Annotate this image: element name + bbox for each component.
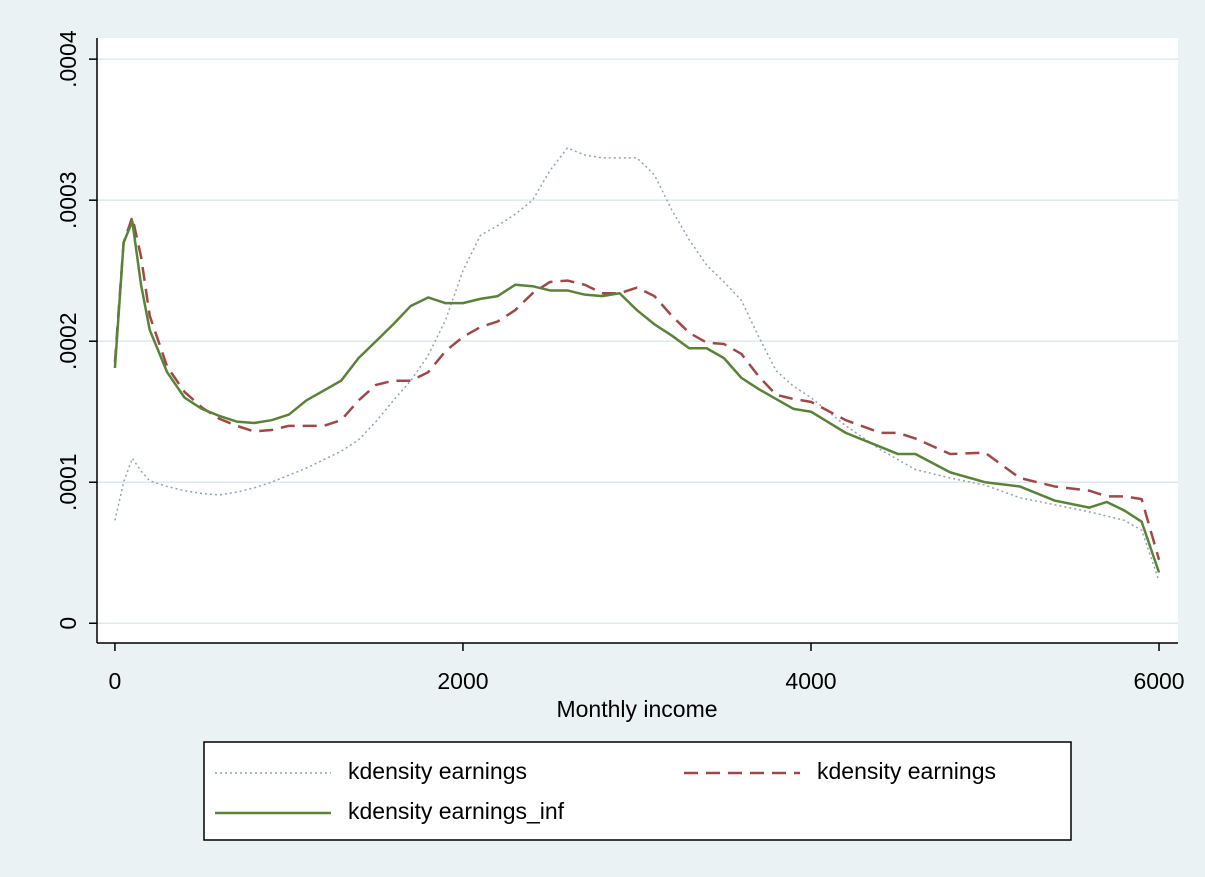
series-line xyxy=(113,220,1161,573)
series-line xyxy=(113,215,1161,561)
legend-label: kdensity earnings xyxy=(348,758,527,784)
series-line xyxy=(114,147,1160,582)
x-axis-label: Monthly income xyxy=(556,696,717,722)
x-tick-label: 6000 xyxy=(1133,668,1184,694)
y-tick-label: .0003 xyxy=(55,171,81,229)
x-tick-label: 0 xyxy=(109,668,122,694)
x-tick-label: 2000 xyxy=(437,668,488,694)
legend-box xyxy=(203,741,1072,841)
legend-label: kdensity earnings xyxy=(817,758,996,784)
x-tick-label: 4000 xyxy=(785,668,836,694)
y-tick-label: .0001 xyxy=(55,453,81,511)
y-tick-label: .0002 xyxy=(55,312,81,370)
y-tick-label: 0 xyxy=(55,617,81,630)
legend-label: kdensity earnings_inf xyxy=(348,798,565,824)
y-tick-label: .0004 xyxy=(55,30,81,88)
